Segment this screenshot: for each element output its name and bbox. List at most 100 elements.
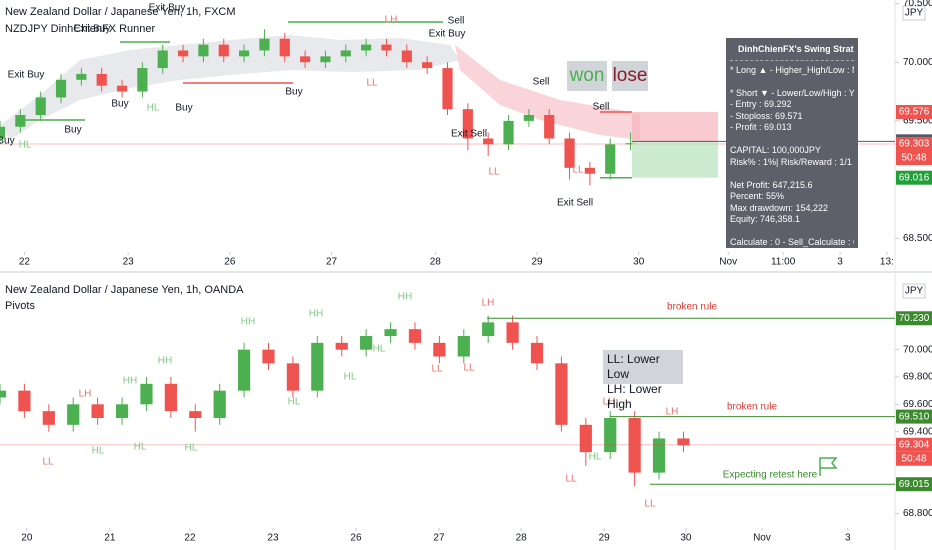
y-tick-label: 70.000 [903, 344, 932, 355]
badge-lose: lose [613, 65, 648, 86]
candle-body [311, 342, 324, 391]
strategy-line: - Stoploss: 69.571 [730, 110, 803, 121]
candle-body [198, 44, 209, 57]
price-label-bg [896, 137, 932, 152]
pivot-label: HL [589, 452, 602, 463]
strategy-line: - Entry : 69.292 [730, 99, 792, 109]
candle-body [42, 411, 55, 425]
pivot-label: HH [398, 292, 412, 303]
candle-body [652, 438, 666, 473]
badge-bg [612, 61, 648, 91]
pivot-label: LL [644, 499, 656, 510]
currency-box [902, 5, 926, 21]
x-tick-label: 13: [880, 257, 894, 268]
candle-body [164, 383, 177, 412]
y-tick-label: 70.000 [903, 57, 932, 68]
candle-body [433, 342, 446, 357]
x-tick-label: 22 [184, 533, 196, 544]
pivot-label: LH [603, 397, 616, 408]
chart-title: New Zealand Dollar / Japanese Yen, 1h, F… [5, 6, 236, 18]
pivot-label: HH [241, 317, 255, 328]
pivot-label: LL [463, 363, 475, 374]
strategy-line: Risk% : 1%| Risk/Reward : 1/1 [730, 156, 852, 167]
price-label: 69.576 [899, 107, 930, 118]
legend-box: LL: Lower Low LH: Lower High [603, 350, 683, 411]
strategy-line [730, 134, 854, 146]
trend-cloud-bear [455, 45, 640, 140]
strategy-line: Percent: 55% [730, 191, 785, 201]
note: broken rule [667, 302, 717, 313]
candle-body [625, 143, 636, 145]
legend-line: LL: Lower Low [607, 352, 660, 381]
candle-body [483, 138, 494, 145]
strategy-line [730, 76, 854, 88]
y-tick-label: 69.800 [903, 372, 932, 383]
y-tick-label: 68.800 [903, 508, 932, 519]
candle-body [35, 97, 46, 116]
strategy-line: Calculate : 0 - Sell_Calculate : 6 [730, 237, 854, 247]
countdown-bg [896, 151, 932, 166]
price-label-bg [896, 170, 932, 185]
trend-cloud [0, 35, 460, 140]
strategy-box: DinhChienFX's Swing Strategy * Long ▲ - … [726, 38, 858, 248]
pivot-label: LH [79, 389, 92, 400]
candle-body [137, 68, 148, 92]
price-label: 69.510 [899, 411, 930, 422]
badge-won: won [569, 65, 605, 86]
candle-body [76, 73, 87, 80]
x-tick-label: 27 [326, 257, 338, 268]
x-tick-label: 3 [837, 257, 843, 268]
candle-body [0, 126, 6, 139]
candle-body [384, 329, 397, 337]
signal-label: LH [385, 15, 398, 26]
y-tick-label: 69.500 [903, 116, 932, 127]
candle-body [604, 417, 617, 453]
strategy-line: * Long ▲ - Higher_High/Low : No [730, 64, 854, 75]
pivot-label: HL [288, 397, 301, 408]
currency: JPY [905, 8, 924, 19]
strategy-line: Net Profit: 647,215.6 [730, 179, 813, 190]
pivot-label: HL [373, 344, 386, 355]
pivot-label: HH [309, 309, 323, 320]
candle-body [115, 404, 129, 418]
candle-body [55, 79, 67, 98]
note: Expecting retest here [723, 470, 818, 481]
candle-body [360, 336, 373, 350]
candle-body [605, 144, 616, 174]
candle-body [335, 342, 348, 350]
signal-label: Buy [111, 99, 128, 110]
signal-label: HL [19, 140, 32, 151]
x-tick-label: 20 [21, 533, 33, 544]
pivot-label: HL [92, 446, 105, 457]
y-tick-label: 69.600 [903, 399, 932, 410]
x-tick-label: 26 [224, 257, 236, 268]
x-tick-label: Nov [719, 257, 737, 268]
candle-body [91, 404, 104, 418]
pivot-label: HH [158, 356, 172, 367]
candle-body [503, 120, 514, 145]
price-label: 69.015 [899, 479, 930, 490]
signal-label: Buy [0, 136, 15, 147]
x-tick-label: Nov [753, 533, 771, 544]
candle-body [239, 50, 250, 57]
legend-line: LH: Lower High [607, 382, 662, 411]
pivot-label: HL [344, 372, 357, 383]
candle-body [564, 138, 575, 168]
pivot-label: HH [123, 376, 137, 387]
currency-box [902, 283, 926, 299]
candle-body [457, 336, 470, 357]
y-tick-label: 70.500 [903, 0, 932, 9]
x-tick-label: 30 [633, 257, 645, 268]
signal-label: Buy [175, 103, 192, 114]
price-label-bg [896, 104, 932, 119]
candle-body [262, 349, 275, 364]
x-tick-label: 28 [516, 533, 528, 544]
candle-body [482, 322, 495, 337]
candle-body [381, 44, 392, 51]
strategy-title: DinhChienFX's Swing Strategy [730, 38, 854, 61]
candle-body [628, 417, 641, 473]
candle-body [442, 68, 453, 110]
countdown: 50:48 [901, 453, 926, 464]
x-tick-label: 26 [350, 533, 362, 544]
signal-label: LL [488, 167, 500, 178]
